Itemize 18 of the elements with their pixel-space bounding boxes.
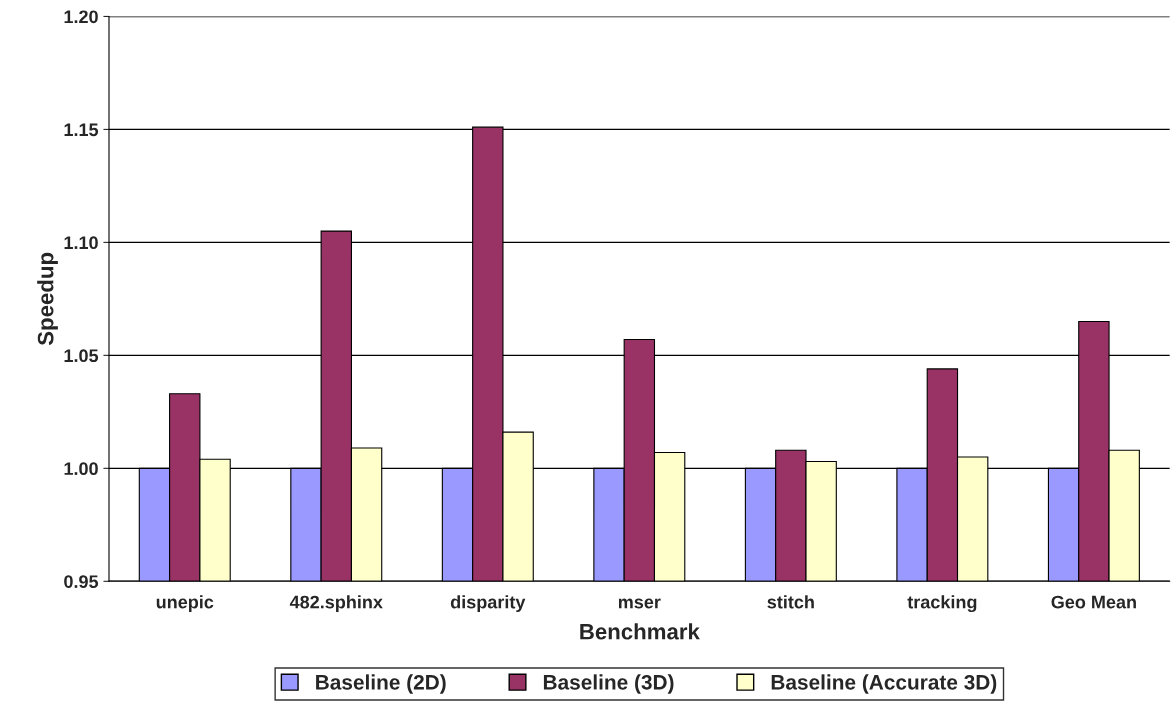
y-tick-label: 0.95: [64, 575, 99, 589]
y-tick-label: 1.00: [64, 462, 98, 476]
y-tick-label: 1.20: [64, 10, 98, 24]
y-axis-title: Speedup: [37, 252, 58, 346]
legend-label: Baseline (2D): [316, 674, 446, 694]
x-tick-label: 482.sphinx: [289, 595, 383, 613]
legend-label: Baseline (3D): [543, 674, 674, 694]
x-tick-label: Geo Mean: [1051, 595, 1136, 609]
x-tick-label: disparity: [450, 595, 526, 613]
legend-label: Baseline (Accurate 3D): [771, 674, 997, 694]
x-tick-label: unepic: [156, 595, 214, 613]
x-tick-label: tracking: [907, 595, 977, 613]
x-tick-label: mser: [618, 598, 661, 609]
x-axis-title: Benchmark: [580, 623, 700, 640]
y-tick-label: 1.05: [64, 349, 99, 363]
y-tick-label: 1.15: [64, 123, 99, 137]
x-tick-label: stitch: [767, 595, 814, 609]
y-tick-label: 1.10: [64, 236, 98, 250]
